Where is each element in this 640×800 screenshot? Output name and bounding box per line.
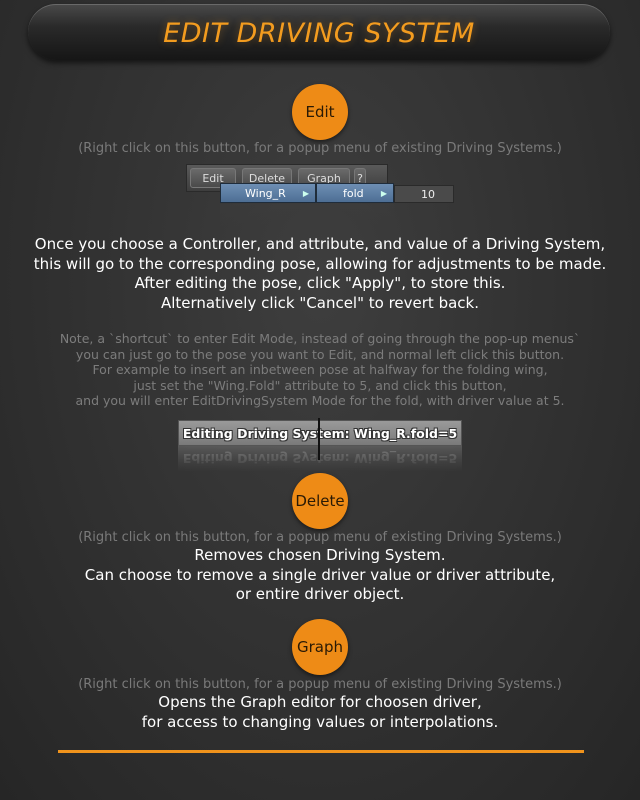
delete-description-line: Removes chosen Driving System.	[194, 546, 446, 564]
delete-description: Removes chosen Driving System. Can choos…	[0, 546, 640, 605]
graph-description-line: for access to changing values or interpo…	[141, 712, 499, 731]
menu-item-fold-label: fold	[343, 186, 364, 200]
edit-description-line: Once you choose a Controller, and attrib…	[34, 235, 606, 253]
editing-mode-banner: Editing Driving System: Wing_R.fold=5	[178, 420, 462, 446]
edit-note-line: and you will enter EditDrivingSystem Mod…	[75, 393, 565, 408]
editing-banner-reflection: Editing Driving System: Wing_R.fold=5	[178, 446, 462, 472]
menu-item-value-10[interactable]: 10	[394, 185, 454, 203]
edit-button[interactable]: Edit	[292, 84, 348, 140]
edit-note-line: Note, a `shortcut` to enter Edit Mode, i…	[59, 331, 581, 346]
graph-hint: (Right click on this button, for a popup…	[78, 677, 562, 692]
edit-note-line: just set the "Wing.Fold" attribute to 5,…	[133, 377, 507, 393]
page-title: EDIT DRIVING SYSTEM	[163, 18, 475, 49]
edit-note-line: you can just go to the pose you want to …	[75, 346, 565, 362]
menu-reflection	[316, 204, 394, 226]
title-bar: EDIT DRIVING SYSTEM	[28, 4, 610, 60]
popup-menu-screenshot: Edit Delete Graph ? Wing_R ▶ fold ▶ 10	[186, 164, 456, 226]
delete-description-line: Can choose to remove a single driver val…	[84, 565, 556, 584]
menu-reflection	[220, 204, 316, 226]
menu-item-value-label: 10	[421, 187, 435, 201]
edit-hint: (Right click on this button, for a popup…	[78, 141, 562, 156]
edit-description-line: After editing the pose, click "Apply", t…	[134, 274, 506, 292]
edit-description-line: this will go to the corresponding pose, …	[33, 254, 607, 273]
menu-item-wing-r-label: Wing_R	[245, 186, 286, 200]
submenu-arrow-icon: ▶	[302, 188, 309, 198]
timeline-cursor	[318, 418, 320, 460]
submenu-arrow-icon: ▶	[380, 188, 387, 198]
graph-description-line: Opens the Graph editor for choosen drive…	[158, 693, 482, 711]
edit-description: Once you choose a Controller, and attrib…	[0, 235, 640, 313]
delete-description-line: or entire driver object.	[235, 585, 405, 603]
footer-divider	[58, 750, 584, 753]
delete-hint: (Right click on this button, for a popup…	[78, 530, 562, 545]
graph-description: Opens the Graph editor for choosen drive…	[0, 693, 640, 732]
edit-description-line: Alternatively click "Cancel" to revert b…	[160, 293, 479, 312]
menu-item-fold[interactable]: fold ▶	[316, 183, 394, 203]
delete-button[interactable]: Delete	[292, 473, 348, 529]
graph-button[interactable]: Graph	[292, 619, 348, 675]
edit-note: Note, a `shortcut` to enter Edit Mode, i…	[0, 331, 640, 409]
menu-item-wing-r[interactable]: Wing_R ▶	[220, 183, 316, 203]
edit-note-line: For example to insert an inbetween pose …	[92, 362, 548, 377]
